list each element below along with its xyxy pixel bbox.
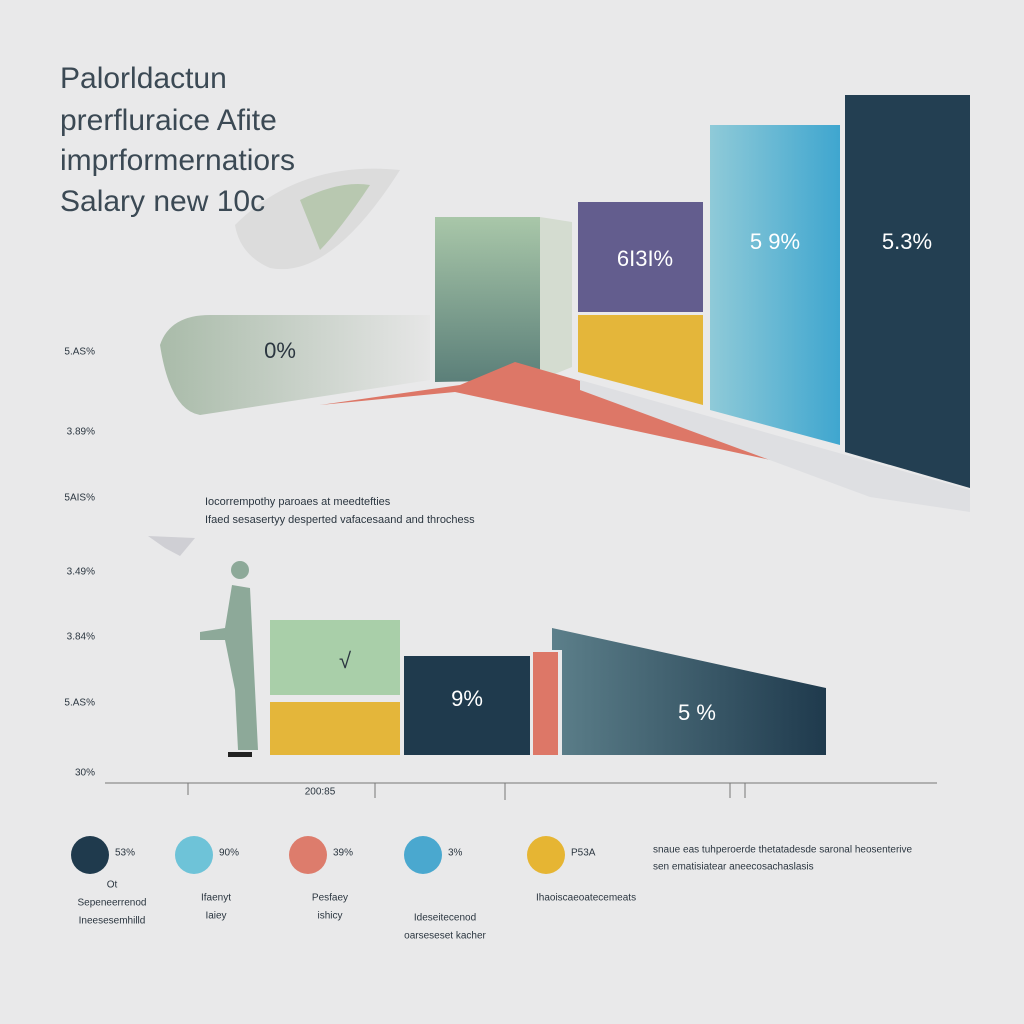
legend-caption: Ihaoiscaeoatecemeats [536, 893, 636, 904]
legend-caption: Sepeneerrenod [78, 898, 147, 909]
legend-value: 90% [219, 848, 239, 859]
y-axis-label: 30% [75, 768, 95, 779]
y-axis-label: 3.84% [67, 632, 95, 643]
x-axis-label: 200:85 [305, 787, 336, 798]
caption: Iocorrempothy paroaes at meedtefties [205, 496, 391, 508]
legend-swatch [527, 836, 565, 874]
note: snaue eas tuhperoerde thetatadesde saron… [653, 845, 913, 856]
legend-caption: Ideseitecenod [414, 913, 476, 924]
y-axis-label: 3.89% [67, 427, 95, 438]
y-axis-label: 5.AS% [64, 347, 95, 358]
legend-swatch [71, 836, 109, 874]
legend-caption: Ineesesemhilld [79, 916, 146, 927]
legend-value: P53A [571, 848, 596, 859]
legend-caption: ishicy [317, 911, 342, 922]
legend-value: 53% [115, 848, 135, 859]
y-axis-label: 3.49% [67, 567, 95, 578]
legend-swatch [289, 836, 327, 874]
legend-caption: Ifaenyt [201, 893, 231, 904]
bar-label: 5 % [678, 700, 716, 725]
legend-value: 39% [333, 848, 353, 859]
title-line: imprformernatiors [60, 144, 295, 177]
legend-caption: oarseseset kacher [404, 931, 486, 942]
bar-label: 5 9% [750, 229, 800, 254]
legend-caption: Ot [107, 880, 118, 891]
y-axis-label: 5AIS% [64, 493, 95, 504]
decor [105, 95, 970, 800]
note: sen ematisiatear aneecosachaslasis [653, 862, 814, 873]
bar-label: 0% [264, 338, 296, 363]
title-line: Palorldactun [60, 62, 227, 95]
bar-label: 5.3% [882, 229, 932, 254]
title-line: prerfluraice Afite [60, 104, 277, 137]
bar-label: √ [339, 648, 352, 673]
legend-value: 3% [448, 848, 463, 859]
bar-label: 6I3I% [617, 246, 673, 271]
legend-swatch [175, 836, 213, 874]
caption: Ifaed sesasertyy desperted vafacesaand a… [205, 514, 475, 526]
legend-caption: Iaiey [205, 911, 226, 922]
title-line: Salary new 10c [60, 185, 265, 218]
bar-label: 9% [451, 686, 483, 711]
legend-caption: Pesfaey [312, 893, 348, 904]
y-axis-label: 5.AS% [64, 698, 95, 709]
legend-swatch [404, 836, 442, 874]
